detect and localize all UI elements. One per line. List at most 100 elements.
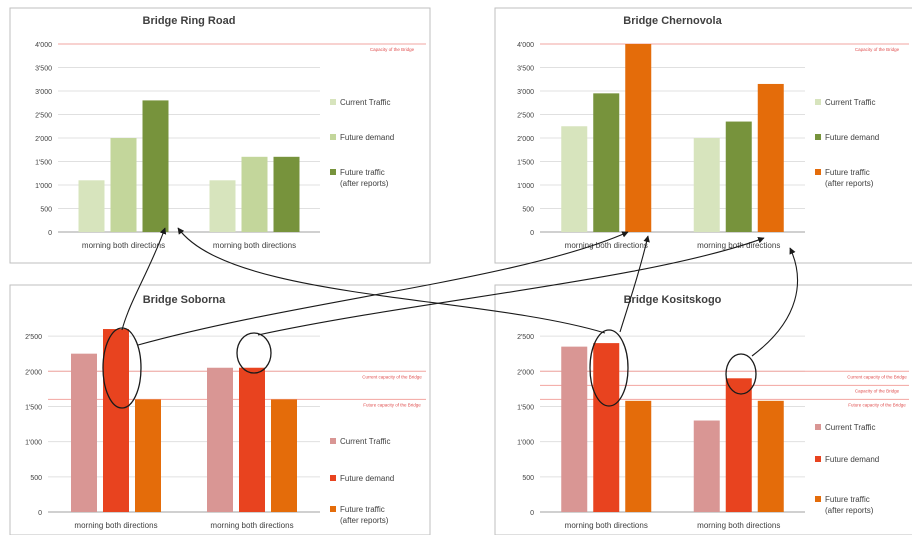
- capacity-label: Capacity of the Bridge: [855, 47, 900, 52]
- bar-future-demand: [241, 156, 268, 232]
- legend-swatch: [815, 496, 821, 502]
- bar-current-traffic: [693, 420, 720, 512]
- x-category-label: morning both directions: [210, 521, 293, 530]
- capacity-label: Current capacity of the Bridge: [362, 374, 422, 379]
- capacity-label: Capacity of the Bridge: [370, 47, 415, 52]
- y-tick-label: 1'500: [35, 160, 52, 167]
- chart-title: Bridge Soborna: [143, 294, 226, 306]
- y-tick-label: 3'000: [35, 89, 52, 96]
- bar-current-traffic: [561, 126, 588, 232]
- y-tick-label: 500: [522, 475, 534, 482]
- y-tick-label: 4'000: [517, 42, 534, 49]
- x-category-label: morning both directions: [697, 521, 780, 530]
- legend-label: Future demand: [825, 133, 879, 142]
- bar-future-traffic-after-reports-: [142, 100, 169, 233]
- x-category-label: morning both directions: [74, 521, 157, 530]
- arrow-kositskogo-to-chernovola: [619, 235, 650, 333]
- bar-future-traffic-after-reports-: [271, 399, 297, 512]
- legend-label: Future traffic (after reports): [825, 495, 874, 515]
- legend-swatch: [330, 506, 336, 512]
- bar-current-traffic: [693, 138, 720, 232]
- highlight-ellipse: [589, 329, 629, 407]
- bar-future-demand: [593, 93, 620, 232]
- y-tick-label: 2'500: [517, 334, 534, 341]
- y-tick-label: 2'500: [25, 334, 42, 341]
- bar-future-demand: [725, 378, 752, 512]
- arrow-soborna-to-chernovola: [137, 231, 629, 346]
- legend-label: Current Traffic: [340, 437, 391, 446]
- y-tick-label: 3'500: [35, 66, 52, 73]
- y-tick-label: 4'000: [35, 42, 52, 49]
- bar-current-traffic: [209, 180, 236, 232]
- legend-label: Future traffic (after reports): [340, 505, 389, 525]
- y-tick-label: 3'000: [517, 89, 534, 96]
- y-tick-label: 1'000: [517, 440, 534, 447]
- y-tick-label: 500: [522, 207, 534, 214]
- bar-future-demand: [110, 138, 137, 232]
- legend-label: Future demand: [825, 455, 879, 464]
- legend-swatch: [330, 438, 336, 444]
- bar-current-traffic: [561, 346, 588, 512]
- legend-label: Future traffic (after reports): [340, 168, 389, 188]
- bar-future-traffic-after-reports-: [757, 400, 784, 512]
- legend-label: Future demand: [340, 474, 394, 483]
- capacity-label: Future capacity of the Bridge: [848, 402, 906, 407]
- y-tick-label: 1'000: [517, 183, 534, 190]
- bar-future-demand: [593, 343, 620, 512]
- bar-current-traffic: [71, 353, 97, 512]
- x-category-label: morning both directions: [565, 241, 648, 250]
- bar-future-traffic-after-reports-: [135, 399, 161, 512]
- legend-swatch: [815, 169, 821, 175]
- arrow-soborna2-to-chernovola2: [257, 236, 765, 336]
- arrow-kositskogo-to-ringroad: [177, 227, 606, 334]
- x-category-label: morning both directions: [213, 241, 296, 250]
- legend-label: Current Traffic: [340, 98, 391, 107]
- y-tick-label: 2'000: [25, 369, 42, 376]
- chart-panel-0: Bridge Ring Road 0 500 1'000 1'500 2'000 2'500…: [9, 7, 431, 264]
- legend-swatch: [815, 456, 821, 462]
- bar-future-demand: [239, 367, 265, 512]
- y-tick-label: 2'500: [35, 113, 52, 120]
- legend-swatch: [815, 424, 821, 430]
- bar-current-traffic: [207, 367, 233, 512]
- chart-title: Bridge Ring Road: [143, 15, 236, 27]
- chart-title: Bridge Kositskogo: [624, 294, 722, 306]
- y-tick-label: 2'000: [517, 136, 534, 143]
- legend-label: Future demand: [340, 133, 394, 142]
- legend-label: Current Traffic: [825, 98, 876, 107]
- y-tick-label: 0: [530, 230, 534, 237]
- bar-current-traffic: [78, 180, 105, 232]
- y-tick-label: 0: [530, 510, 534, 517]
- legend-swatch: [330, 169, 336, 175]
- bar-future-traffic-after-reports-: [625, 44, 652, 232]
- capacity-label: Future capacity of the Bridge: [363, 402, 421, 407]
- legend-swatch: [330, 99, 336, 105]
- y-tick-label: 1'500: [25, 404, 42, 411]
- bar-future-traffic-after-reports-: [273, 156, 300, 232]
- y-tick-label: 1'000: [25, 440, 42, 447]
- arrow-soborna-to-ringroad: [121, 227, 167, 331]
- arrow-kositskogo2-to-chernovola2: [751, 247, 799, 357]
- chart-panel-2: Bridge Soborna 0 500 1'000 1'500 2'000 2'500 Cu…: [9, 284, 431, 535]
- y-tick-label: 3'500: [517, 66, 534, 73]
- bar-future-demand: [103, 329, 129, 512]
- capacity-label: Current capacity of the Bridge: [847, 374, 907, 379]
- x-category-label: morning both directions: [82, 241, 165, 250]
- y-tick-label: 500: [40, 207, 52, 214]
- highlight-ellipse: [236, 332, 272, 374]
- legend-swatch: [815, 134, 821, 140]
- y-tick-label: 2'000: [517, 369, 534, 376]
- y-tick-label: 0: [38, 510, 42, 517]
- legend-swatch: [330, 134, 336, 140]
- y-tick-label: 1'000: [35, 183, 52, 190]
- y-tick-label: 1'500: [517, 404, 534, 411]
- bar-future-traffic-after-reports-: [625, 400, 652, 512]
- bar-future-traffic-after-reports-: [757, 83, 784, 232]
- y-tick-label: 2'000: [35, 136, 52, 143]
- chart-title: Bridge Chernovola: [623, 15, 722, 27]
- y-tick-label: 2'500: [517, 113, 534, 120]
- legend-label: Future traffic (after reports): [825, 168, 874, 188]
- chart-panel-3: Bridge Kositskogo 0 500 1'000 1'500 2'000 2'50…: [494, 284, 912, 535]
- chart-panel-1: Bridge Chernovola 0 500 1'000 1'500 2'000 2'50…: [494, 7, 912, 264]
